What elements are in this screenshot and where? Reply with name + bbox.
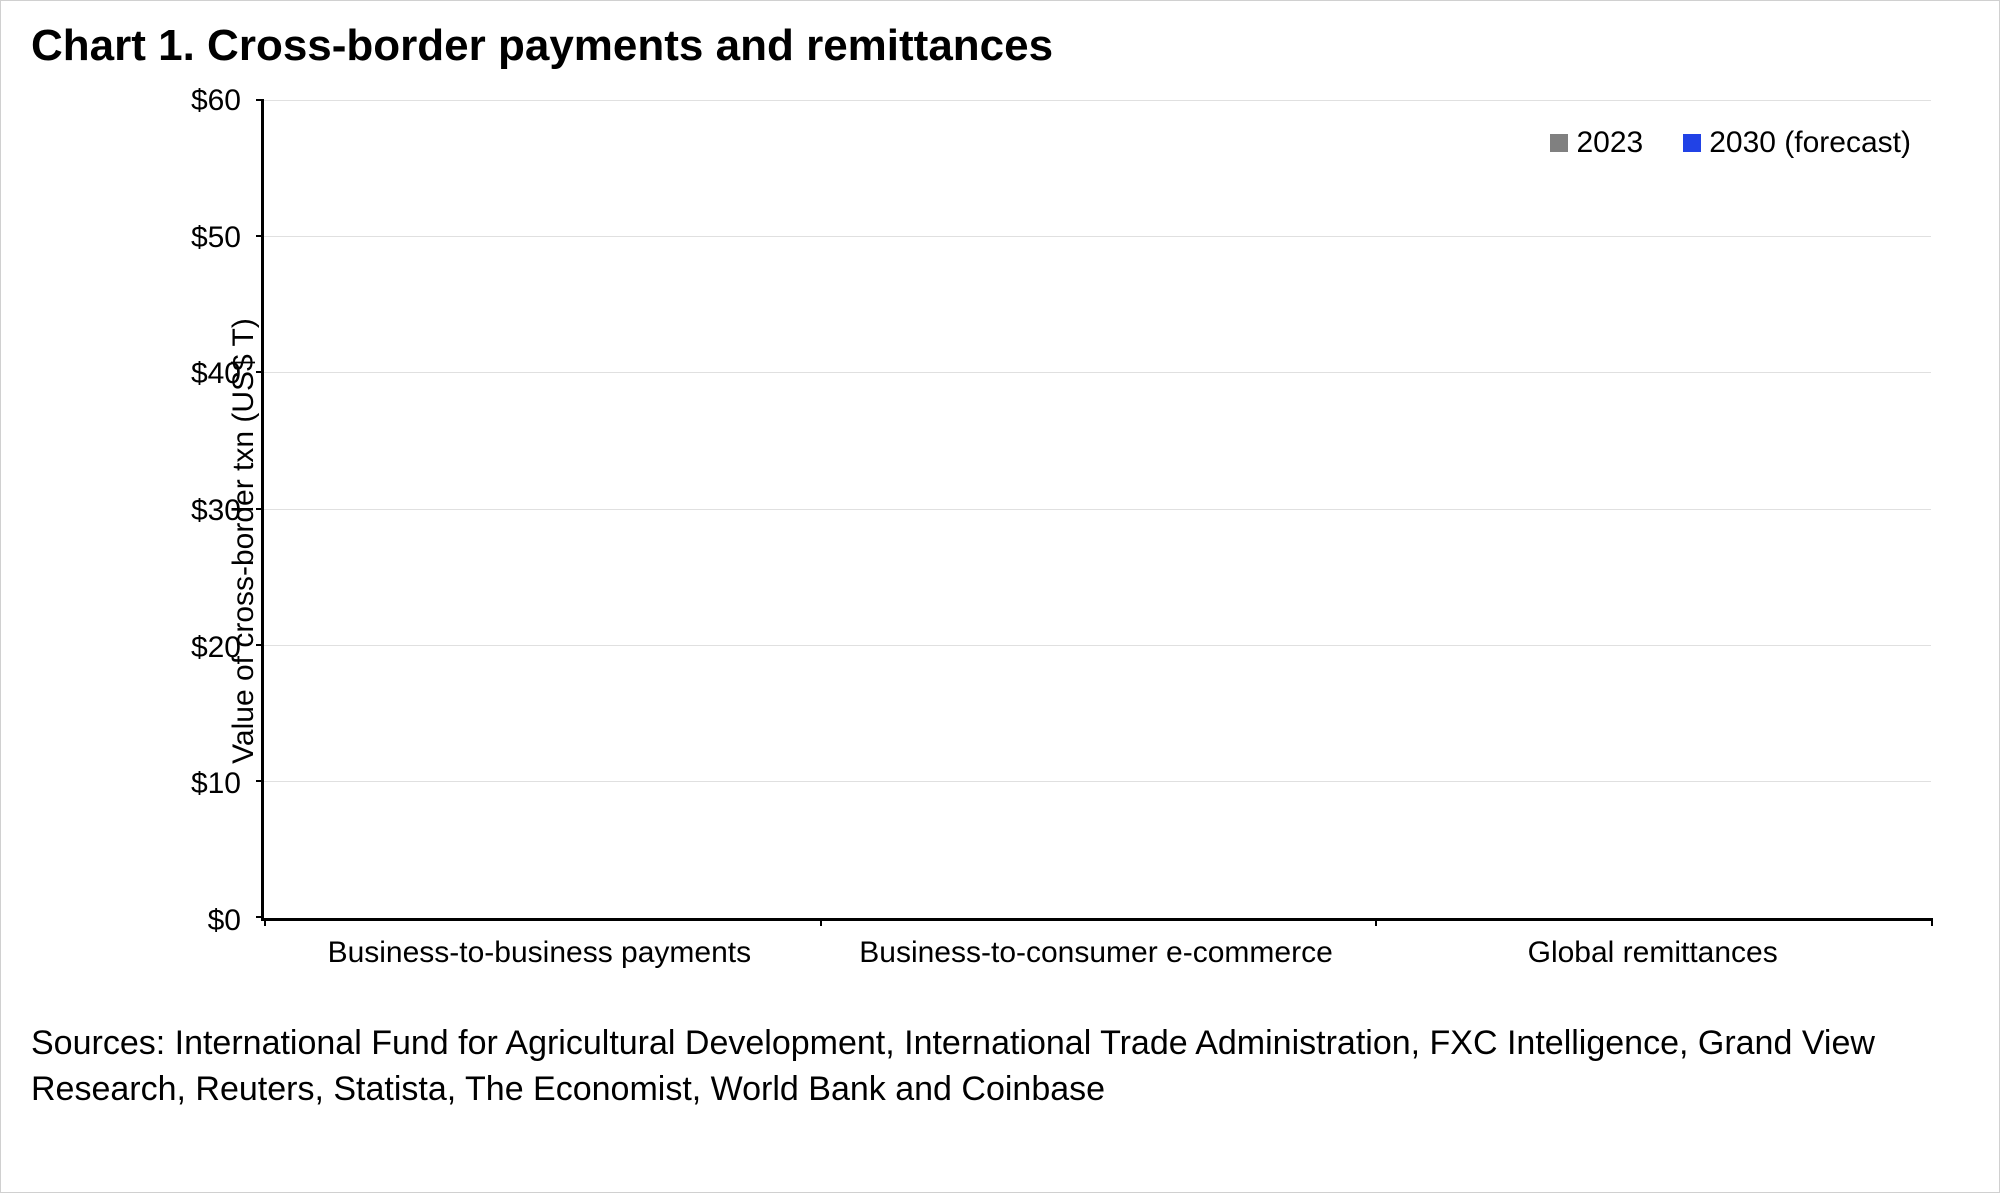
legend-label: 2030 (forecast) [1709,126,1911,160]
y-tick-label: $60 [191,84,241,118]
y-tick-mark [256,371,264,373]
legend: 2023 2030 (forecast) [1550,126,1911,160]
x-axis-label: Business-to-consumer e-commerce [818,926,1375,981]
y-tick-label: $10 [191,767,241,801]
x-tick-mark [1375,918,1377,926]
y-tick-label: $0 [208,904,241,938]
y-tick-mark [256,508,264,510]
y-tick-mark [256,99,264,101]
gridline [264,372,1931,373]
gridline [264,781,1931,782]
plot-area: 2023 2030 (forecast) [261,101,1931,921]
legend-swatch [1683,134,1701,152]
y-tick-label: $40 [191,357,241,391]
gridline [264,645,1931,646]
y-tick-mark [256,916,264,918]
y-tick-mark [256,780,264,782]
y-tick-label: $50 [191,221,241,255]
x-axis-label: Business-to-business payments [261,926,818,981]
sources-text: Sources: International Fund for Agricult… [31,1021,1951,1113]
x-tick-mark [820,918,822,926]
legend-item: 2030 (forecast) [1683,126,1911,160]
bars-container [264,101,1931,918]
x-axis-labels: Business-to-business paymentsBusiness-to… [261,926,1931,981]
x-axis-label: Global remittances [1374,926,1931,981]
y-tick-mark [256,644,264,646]
gridline [264,236,1931,237]
legend-item: 2023 [1550,126,1643,160]
x-tick-mark [264,918,266,926]
legend-label: 2023 [1576,126,1643,160]
y-tick-label: $30 [191,494,241,528]
y-axis: $0$10$20$30$40$50$60 [131,101,251,921]
chart-title: Chart 1. Cross-border payments and remit… [31,21,1969,71]
y-tick-label: $20 [191,631,241,665]
x-tick-mark [1931,918,1933,926]
legend-swatch [1550,134,1568,152]
gridline [264,100,1931,101]
gridline [264,509,1931,510]
chart-container: Value of cross-border txn (US$ T) $0$10$… [31,101,1951,981]
y-tick-mark [256,235,264,237]
